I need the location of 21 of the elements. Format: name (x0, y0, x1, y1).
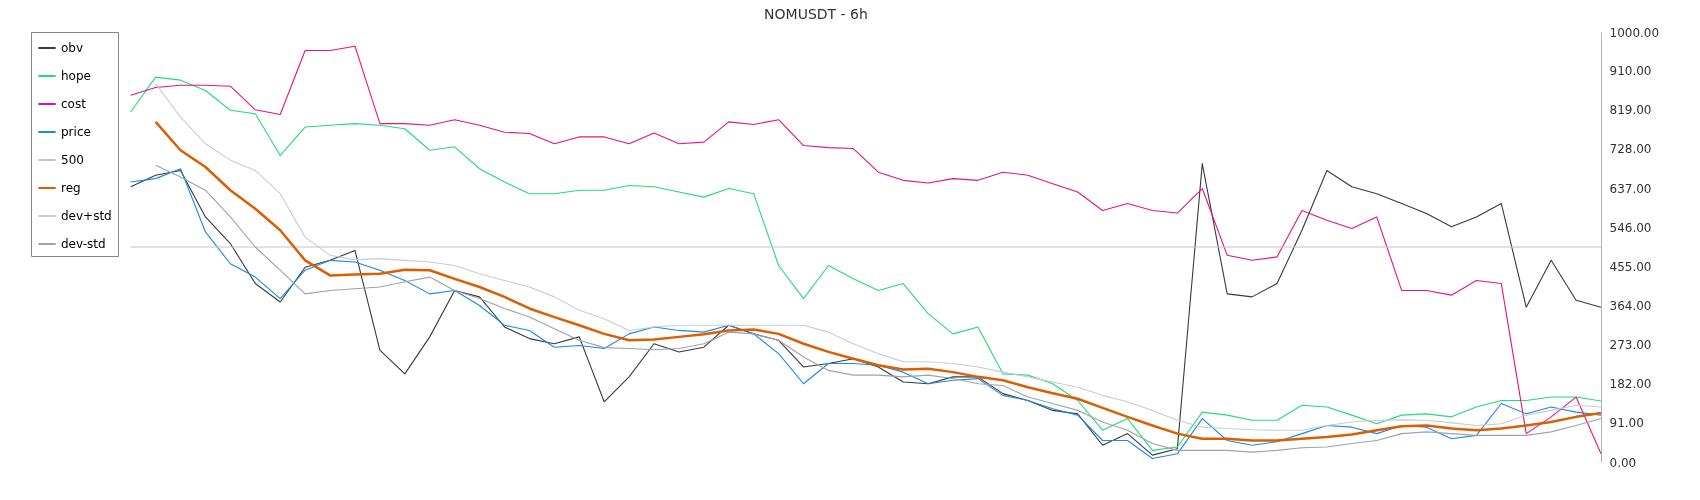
legend-label: price (61, 125, 91, 139)
legend-label: dev+std (61, 209, 112, 223)
legend-label: 500 (61, 153, 84, 167)
y-tick-label: 910.00 (1609, 64, 1652, 79)
legend-label: reg (61, 181, 81, 195)
legend-label: hope (61, 69, 91, 83)
y-tick-label: 91.00 (1609, 416, 1644, 431)
y-tick-label: 273.00 (1609, 338, 1652, 353)
chart-title: NOMUSDT - 6h (764, 6, 868, 22)
y-tick-label: 0.00 (1609, 455, 1637, 470)
y-tick-label: 364.00 (1609, 298, 1652, 313)
legend-label: dev-std (61, 237, 106, 251)
legend-label: obv (61, 41, 84, 55)
y-tick-label: 455.00 (1609, 259, 1652, 274)
y-tick-label: 728.00 (1609, 142, 1652, 157)
y-tick-label: 546.00 (1609, 220, 1652, 235)
y-tick-label: 1000.00 (1609, 25, 1660, 40)
y-tick-label: 182.00 (1609, 377, 1652, 392)
y-tick-label: 637.00 (1609, 181, 1652, 196)
legend-label: cost (61, 97, 87, 111)
y-tick-label: 819.00 (1609, 103, 1652, 118)
